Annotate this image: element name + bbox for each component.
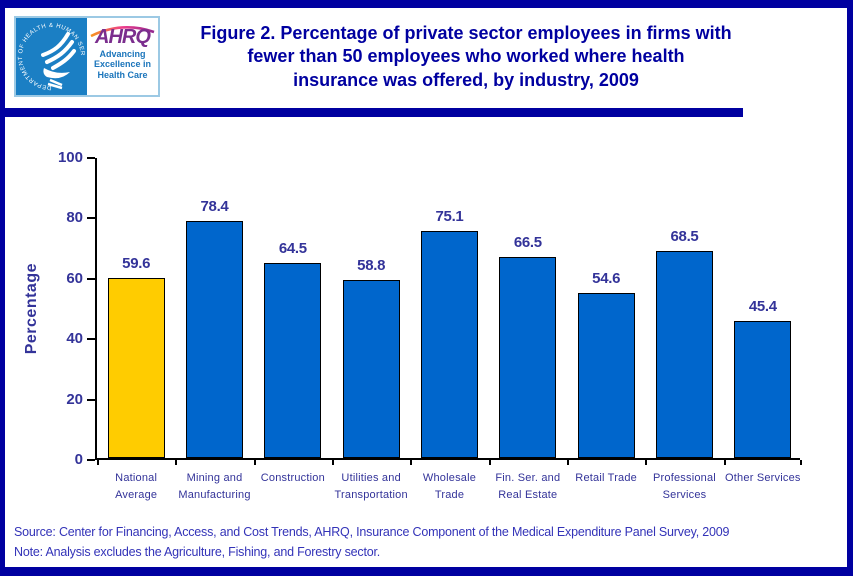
exclusion-note: Note: Analysis excludes the Agriculture,…	[14, 545, 381, 559]
ahrq-rainbow-arc-icon	[90, 26, 155, 37]
category-label-line: Services	[662, 488, 707, 501]
ahrq-hhs-logo: DEPARTMENT OF HEALTH & HUMAN SERVICES · …	[14, 14, 160, 97]
y-axis-tick	[87, 338, 95, 341]
x-axis-tick	[800, 460, 802, 465]
category-label-line: Mining and	[186, 472, 243, 484]
y-axis-tick	[87, 217, 95, 220]
y-axis-tick-label: 60	[66, 269, 83, 287]
figure-title: Figure 2. Percentage of private sector e…	[173, 22, 759, 92]
y-axis-title-wrap: Percentage	[19, 158, 45, 460]
category-label-line: Transportation	[334, 488, 408, 501]
title-divider-rule	[0, 108, 743, 117]
category-label: National Average	[94, 470, 178, 503]
category-label-line: Fin. Ser. and	[495, 472, 561, 484]
bar-other-services	[734, 321, 791, 458]
bar-value-label: 64.5	[278, 240, 307, 257]
category-label: Mining and Manufacturing	[172, 470, 256, 503]
x-axis-tick	[97, 460, 99, 465]
y-axis-tick	[87, 459, 95, 461]
tagline-line-2: Excellence in	[93, 59, 152, 70]
y-axis-tick-label: 80	[66, 209, 83, 227]
y-axis-tick-label: 40	[66, 330, 83, 348]
category-label-line: National	[115, 472, 158, 484]
figure-title-line-2: fewer than 50 employees who worked where…	[247, 46, 685, 67]
bar-utilities-and-transportation	[343, 280, 400, 458]
bar-value-label: 45.4	[748, 298, 777, 315]
bar-professional-services	[656, 251, 713, 458]
bar-retail-trade	[578, 293, 635, 458]
figure-title-line-3: insurance was offered, by industry, 2009	[293, 69, 639, 90]
bar-fin-ser-and-real-estate	[499, 257, 556, 458]
x-axis-tick	[567, 460, 569, 465]
category-label: Construction	[251, 470, 335, 487]
category-label-line: Wholesale	[422, 472, 477, 484]
category-label-line: Retail Trade	[575, 472, 638, 484]
x-axis-tick	[332, 460, 334, 465]
x-axis-tick	[489, 460, 491, 465]
category-label: Professional Services	[642, 470, 726, 503]
x-axis-tick	[724, 460, 726, 465]
category-label: Wholesale Trade	[407, 470, 491, 503]
plot-area: 0 20 40 60 80 100 59.6 National Average 78.4 Minin…	[58, 149, 802, 501]
y-axis-tick	[87, 277, 95, 280]
bar-construction	[264, 263, 321, 458]
x-axis-tick	[645, 460, 647, 465]
category-label: Fin. Ser. and Real Estate	[486, 470, 570, 503]
bar-mining-and-manufacturing	[186, 221, 243, 458]
y-axis-tick	[87, 157, 95, 159]
tagline-line-3: Health Care	[97, 69, 148, 80]
figure-title-line-1: Figure 2. Percentage of private sector e…	[200, 23, 732, 43]
ahrq-acronym: AHRQ	[95, 26, 151, 48]
category-label: Utilities and Transportation	[329, 470, 413, 503]
y-axis-tick-label: 0	[74, 451, 83, 468]
bar-value-label: 75.1	[435, 208, 464, 225]
category-label-line: Real Estate	[498, 488, 558, 501]
y-axis-tick-label: 100	[57, 149, 83, 166]
x-axis-tick	[254, 460, 256, 465]
category-label-line: Average	[115, 488, 158, 501]
y-axis-tick	[87, 398, 95, 401]
x-axis-tick	[410, 460, 412, 465]
bar-value-label: 66.5	[513, 234, 542, 251]
category-label-line: Manufacturing	[178, 488, 251, 501]
ahrq-tagline: Advancing Excellence in Health Care	[87, 49, 158, 80]
bar-value-label: 68.5	[670, 228, 699, 245]
ahrq-logo: AHRQ Advancing Excellence in Health Care	[87, 18, 158, 95]
bar-wholesale-trade	[421, 231, 478, 458]
category-label: Other Services	[721, 470, 805, 487]
bar-value-label: 54.6	[592, 270, 621, 287]
bar-value-label: 78.4	[200, 198, 229, 215]
category-label: Retail Trade	[564, 470, 648, 487]
bar-value-label: 58.8	[357, 257, 386, 274]
category-label-line: Utilities and	[341, 472, 401, 484]
bar-value-label: 59.6	[122, 255, 151, 272]
x-axis-tick	[175, 460, 177, 465]
tagline-line-1: Advancing	[99, 49, 146, 59]
category-label-line: Construction	[260, 472, 325, 484]
y-axis-title: Percentage	[23, 263, 40, 355]
bar-national-average	[108, 278, 165, 458]
y-axis-tick-label: 20	[66, 390, 83, 408]
hhs-seal-icon: DEPARTMENT OF HEALTH & HUMAN SERVICES · …	[14, 14, 87, 95]
hhs-eagle-icon	[41, 32, 76, 70]
category-label-line: Trade	[434, 488, 465, 501]
category-label-line: Professional	[653, 472, 716, 484]
source-note: Source: Center for Financing, Access, an…	[14, 525, 730, 539]
category-label-line: Other Services	[725, 472, 801, 484]
